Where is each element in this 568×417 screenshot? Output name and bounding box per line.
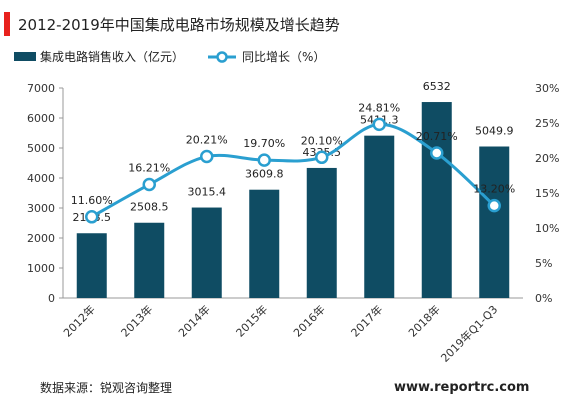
left-tick-label: 1000	[27, 262, 55, 275]
bar-value-label: 3015.4	[188, 186, 227, 199]
growth-labels-group: 11.60% 16.21% 20.21% 19.70% 20.10% 24.81% 20.7…	[71, 101, 515, 206]
growth-value-label: 24.81%	[358, 101, 400, 114]
legend-bar-label: 集成电路销售收入（亿元）	[40, 49, 184, 64]
growth-value-label: 20.10%	[301, 134, 343, 147]
right-tick-label: 15%	[535, 187, 559, 200]
growth-value-label: 16.21%	[128, 162, 170, 175]
bar-labels-group: 2158.52508.53015.43609.84335.55411.36532…	[73, 80, 514, 224]
growth-value-label: 13.20%	[473, 183, 515, 196]
growth-point	[430, 146, 444, 160]
website-link[interactable]: www.reportrc.com	[394, 380, 529, 395]
growth-point	[487, 198, 501, 213]
x-tick-label: 2017年	[348, 302, 385, 339]
growth-line-group	[85, 117, 501, 224]
x-tick-label: 2015年	[233, 302, 270, 339]
bars-group	[76, 102, 510, 298]
bar	[191, 207, 222, 298]
growth-point	[142, 177, 156, 192]
bar	[134, 222, 165, 298]
bar	[249, 189, 280, 298]
chart-title: 2012-2019年中国集成电路市场规模及增长趋势	[18, 16, 340, 34]
left-axis-ticks: 0 1000 2000 3000 4000 5000 6000 7000	[27, 82, 63, 305]
left-tick-label: 7000	[27, 82, 55, 95]
legend-line-marker	[216, 51, 228, 63]
left-tick-label: 3000	[27, 202, 55, 215]
bar-value-label: 2508.5	[130, 201, 169, 214]
bar	[306, 167, 337, 298]
bar-value-label: 3609.8	[245, 168, 284, 181]
legend-bar-swatch	[14, 52, 36, 61]
right-tick-label: 30%	[535, 82, 559, 95]
bar-value-label: 5049.9	[475, 125, 514, 138]
x-tick-label: 2013年	[118, 302, 155, 339]
growth-point	[200, 149, 214, 164]
bar-value-label: 6532	[423, 80, 451, 93]
right-axis-ticks: 0% 5% 10% 15% 20% 25% 30%	[535, 82, 559, 305]
growth-value-label: 20.71%	[416, 130, 458, 143]
source-note: 数据来源：锐观咨询整理	[40, 380, 172, 395]
x-tick-label: 2016年	[290, 302, 327, 339]
bar	[364, 135, 395, 298]
x-tick-label: 2019年Q1-Q3	[438, 302, 501, 365]
left-tick-label: 5000	[27, 142, 55, 155]
bar	[421, 102, 452, 298]
bar	[76, 233, 107, 298]
growth-value-label: 19.70%	[243, 137, 285, 150]
x-tick-label: 2018年	[405, 302, 442, 339]
x-tick-label: 2012年	[60, 302, 97, 339]
growth-point	[372, 117, 386, 132]
left-tick-label: 4000	[27, 172, 55, 185]
growth-value-label: 20.21%	[186, 134, 228, 147]
right-tick-label: 20%	[535, 152, 559, 165]
legend-line-label: 同比增长（%）	[242, 50, 325, 64]
x-axis-ticks: 2012年 2013年 2014年 2015年 2016年 2017年 2018年2019年…	[60, 302, 500, 365]
right-tick-label: 0%	[535, 292, 552, 305]
bar	[479, 146, 510, 298]
growth-point	[85, 210, 99, 224]
growth-value-label: 11.60%	[71, 194, 113, 207]
left-tick-label: 0	[48, 292, 55, 305]
growth-point	[257, 153, 271, 167]
left-tick-label: 2000	[27, 232, 55, 245]
right-tick-label: 25%	[535, 117, 559, 130]
x-tick-label: 2014年	[175, 302, 212, 339]
growth-point	[315, 150, 329, 165]
right-tick-label: 5%	[535, 257, 552, 270]
left-tick-label: 6000	[27, 112, 55, 125]
title-accent-bar	[4, 12, 10, 36]
right-tick-label: 10%	[535, 222, 559, 235]
